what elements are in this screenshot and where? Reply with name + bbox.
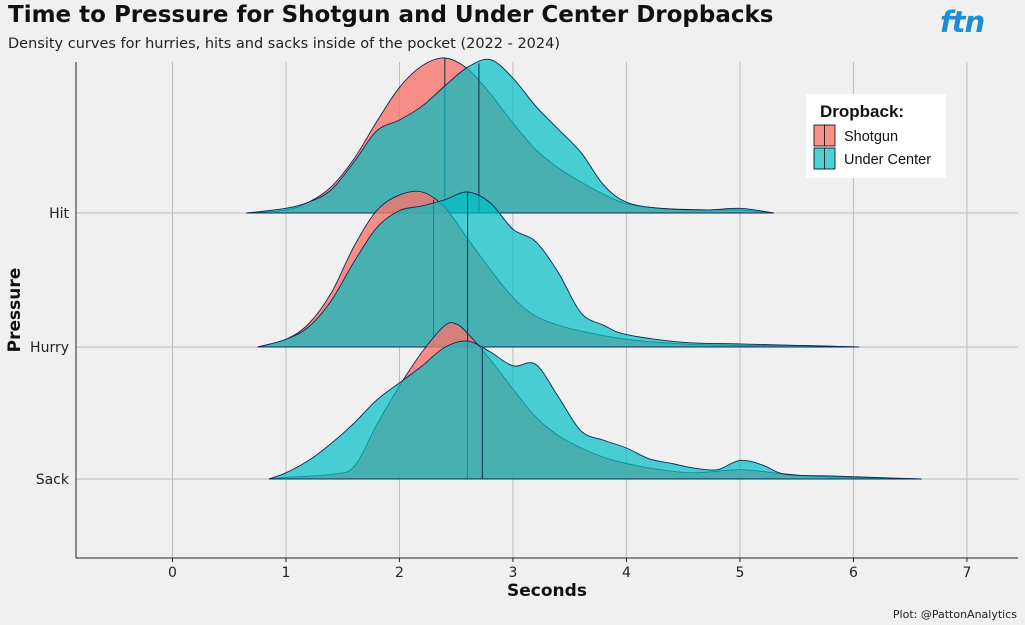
y-tick-label: Hit xyxy=(49,206,69,222)
ridge-hit xyxy=(246,57,775,214)
plot-caption: Plot: @PattonAnalytics xyxy=(892,608,1017,621)
ftn-logo: ftn xyxy=(940,5,985,39)
axes xyxy=(75,62,1018,559)
x-tick-label: 6 xyxy=(849,565,858,581)
x-axis-title: Seconds xyxy=(507,581,587,601)
density-area-hurry-under-center xyxy=(257,191,860,348)
x-tick-label: 4 xyxy=(622,565,631,581)
x-tick-label: 2 xyxy=(395,565,404,581)
chart-title: Time to Pressure for Shotgun and Under C… xyxy=(8,2,774,28)
ridge-hurry xyxy=(257,190,860,348)
density-area-sack-under-center xyxy=(268,340,922,480)
y-tick-label: Hurry xyxy=(30,340,69,356)
x-tick-label: 0 xyxy=(168,565,177,581)
y-tick-label: Sack xyxy=(36,472,70,488)
ridge-sack xyxy=(268,322,922,480)
x-tick-label: 3 xyxy=(508,565,517,581)
legend-title: Dropback: xyxy=(820,102,904,121)
legend: Dropback: Shotgun Under Center xyxy=(806,94,946,178)
x-tick-label: 7 xyxy=(962,565,971,581)
legend-label-shotgun: Shotgun xyxy=(844,129,898,145)
density-area-hit-under-center xyxy=(246,58,775,214)
ridges xyxy=(246,57,922,480)
x-tick-label: 1 xyxy=(282,565,291,581)
y-tick-labels: Sack Hurry Hit xyxy=(30,206,70,488)
legend-label-under-center: Under Center xyxy=(844,152,931,168)
x-tick-label: 5 xyxy=(735,565,744,581)
y-axis-title: Pressure xyxy=(5,268,25,353)
chart-subtitle: Density curves for hurries, hits and sac… xyxy=(8,36,561,52)
x-tick-labels: 0 1 2 3 4 5 6 7 xyxy=(168,558,971,581)
